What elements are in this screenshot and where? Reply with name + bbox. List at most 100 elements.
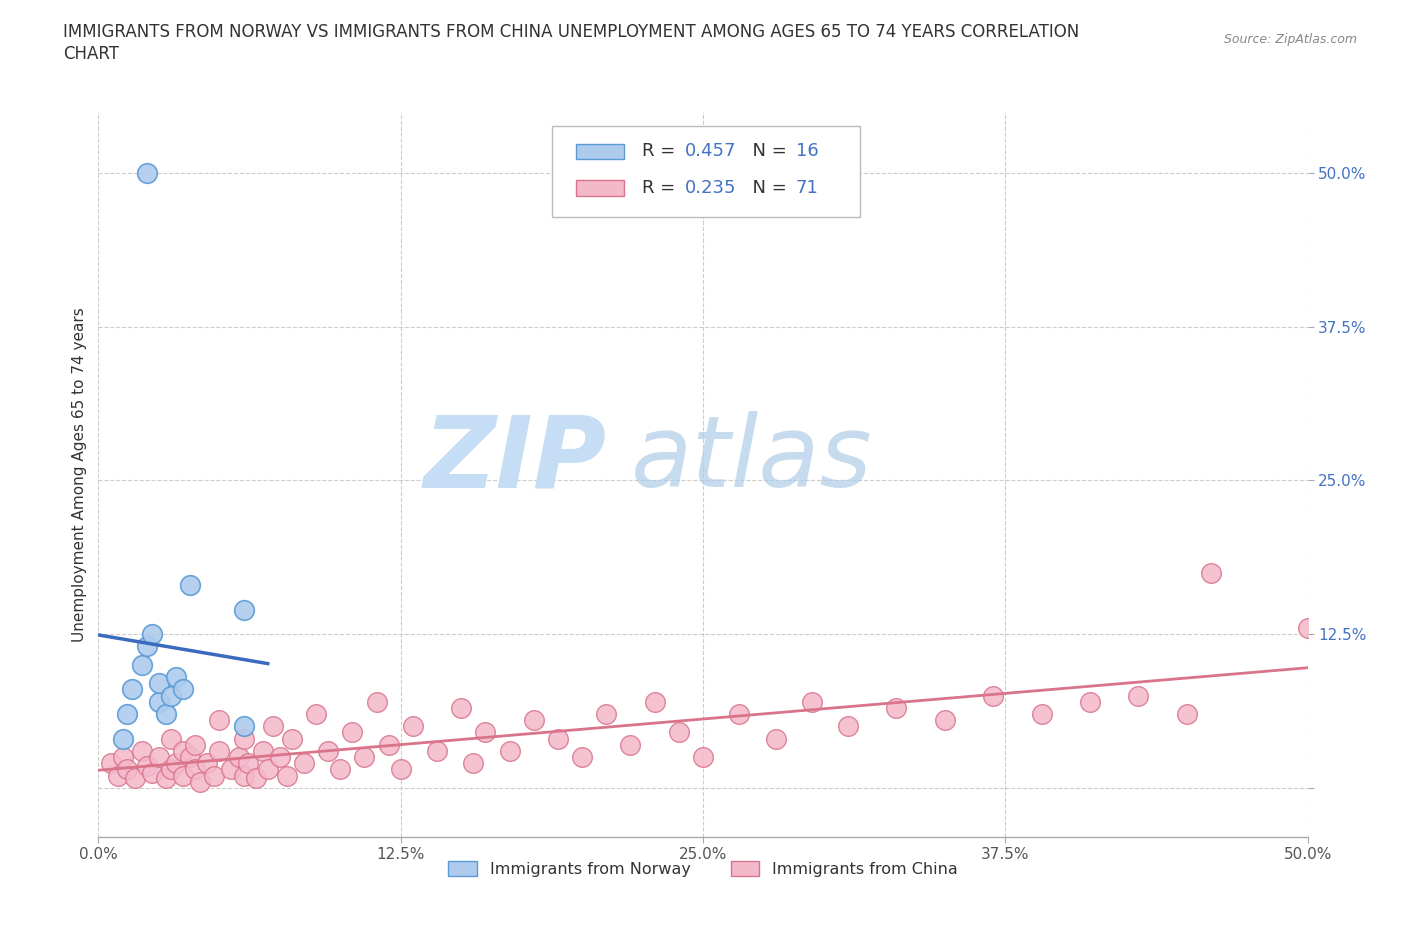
Point	[204, 768, 226, 783]
Point	[107, 768, 129, 783]
Point	[474, 725, 496, 740]
Point	[389, 762, 412, 777]
Point	[619, 737, 641, 752]
Point	[135, 639, 157, 654]
Point	[305, 707, 328, 722]
Point	[1128, 688, 1150, 703]
Point	[595, 707, 617, 722]
Point	[450, 700, 472, 715]
Point	[179, 578, 201, 592]
Point	[316, 743, 339, 758]
Point	[463, 756, 485, 771]
Point	[837, 719, 859, 734]
Point	[765, 731, 787, 746]
Point	[800, 695, 823, 710]
Text: IMMIGRANTS FROM NORWAY VS IMMIGRANTS FROM CHINA UNEMPLOYMENT AMONG AGES 65 TO 74: IMMIGRANTS FROM NORWAY VS IMMIGRANTS FRO…	[63, 23, 1080, 41]
Point	[252, 743, 274, 758]
FancyBboxPatch shape	[576, 179, 624, 195]
Point	[148, 750, 170, 764]
Point	[184, 762, 207, 777]
Point	[692, 750, 714, 764]
Point	[155, 771, 177, 786]
Y-axis label: Unemployment Among Ages 65 to 74 years: Unemployment Among Ages 65 to 74 years	[72, 307, 87, 642]
Point	[232, 731, 254, 746]
Point	[571, 750, 593, 764]
Point	[402, 719, 425, 734]
Point	[221, 762, 243, 777]
Point	[208, 743, 231, 758]
Point	[121, 682, 143, 697]
Point	[498, 743, 520, 758]
Point	[165, 756, 187, 771]
Text: N =: N =	[741, 179, 793, 197]
Point	[117, 707, 139, 722]
Point	[886, 700, 908, 715]
Point	[1199, 565, 1222, 580]
Point	[160, 688, 183, 703]
Point	[131, 743, 153, 758]
Text: R =: R =	[643, 142, 681, 161]
Point	[165, 670, 187, 684]
Point	[342, 725, 364, 740]
Point	[172, 682, 194, 697]
Text: ZIP: ZIP	[423, 411, 606, 509]
Point	[232, 719, 254, 734]
Text: Source: ZipAtlas.com: Source: ZipAtlas.com	[1223, 33, 1357, 46]
Point	[131, 658, 153, 672]
Text: R =: R =	[643, 179, 681, 197]
Point	[100, 756, 122, 771]
Point	[981, 688, 1004, 703]
Point	[292, 756, 315, 771]
Point	[232, 602, 254, 617]
Point	[141, 627, 163, 642]
Point	[934, 712, 956, 727]
Point	[160, 762, 183, 777]
Point	[1296, 620, 1319, 635]
Point	[208, 712, 231, 727]
Point	[135, 166, 157, 180]
Text: N =: N =	[741, 142, 793, 161]
Point	[256, 762, 278, 777]
Point	[135, 758, 157, 773]
Point	[1078, 695, 1101, 710]
Point	[232, 768, 254, 783]
Legend: Immigrants from Norway, Immigrants from China: Immigrants from Norway, Immigrants from …	[441, 855, 965, 884]
Point	[188, 775, 211, 790]
Point	[262, 719, 284, 734]
FancyBboxPatch shape	[551, 126, 860, 217]
Point	[281, 731, 304, 746]
Point	[195, 756, 218, 771]
Point	[644, 695, 666, 710]
Point	[1031, 707, 1053, 722]
Point	[668, 725, 690, 740]
Point	[111, 750, 134, 764]
Point	[523, 712, 546, 727]
Point	[353, 750, 375, 764]
Point	[728, 707, 751, 722]
Point	[377, 737, 399, 752]
Point	[426, 743, 449, 758]
Point	[148, 695, 170, 710]
Point	[547, 731, 569, 746]
Point	[228, 750, 250, 764]
Point	[172, 768, 194, 783]
Text: CHART: CHART	[63, 45, 120, 62]
Point	[155, 707, 177, 722]
Text: 71: 71	[796, 179, 818, 197]
Point	[148, 676, 170, 691]
Point	[269, 750, 291, 764]
Text: 0.235: 0.235	[685, 179, 735, 197]
Point	[117, 762, 139, 777]
Point	[179, 750, 201, 764]
Text: atlas: atlas	[630, 411, 872, 509]
Point	[276, 768, 298, 783]
Point	[172, 743, 194, 758]
Point	[366, 695, 388, 710]
Point	[1175, 707, 1198, 722]
Point	[184, 737, 207, 752]
Text: 16: 16	[796, 142, 818, 161]
Point	[111, 731, 134, 746]
Point	[124, 771, 146, 786]
FancyBboxPatch shape	[576, 143, 624, 159]
Point	[245, 771, 267, 786]
